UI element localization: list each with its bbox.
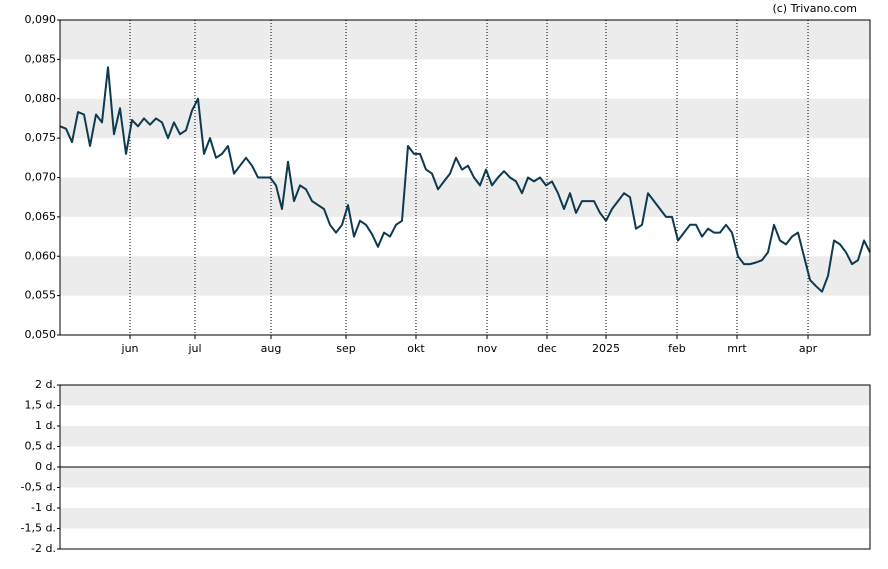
y-tick-label: 1 d.	[35, 419, 56, 432]
grid-band	[60, 20, 870, 60]
grid-band	[60, 426, 870, 447]
y-tick-label: 0,050	[25, 328, 57, 341]
credit: (c) Trivano.com	[772, 2, 857, 15]
x-tick-label: okt	[407, 342, 425, 355]
y-tick-label: 0,080	[25, 92, 57, 105]
x-tick-label: nov	[477, 342, 498, 355]
y-tick-label: 0,070	[25, 171, 57, 184]
y-tick-label: 0 d.	[35, 460, 56, 473]
x-tick-label: jun	[121, 342, 139, 355]
plot-frame	[59, 384, 871, 550]
y-tick-label: 0,5 d.	[25, 440, 56, 453]
plot-frame	[59, 19, 871, 336]
y-tick-label: -0,5 d.	[21, 481, 56, 494]
y-tick-label: 0,055	[25, 289, 57, 302]
x-tick-label: apr	[799, 342, 818, 355]
y-tick-label: 0,065	[25, 210, 57, 223]
y-tick-label: -1,5 d.	[21, 522, 56, 535]
y-tick-label: 1,5 d.	[25, 399, 56, 412]
x-tick-label: feb	[668, 342, 686, 355]
grid-band	[60, 508, 870, 529]
x-tick-label: 2025	[592, 342, 620, 355]
x-tick-label: jul	[187, 342, 201, 355]
y-tick-label: -1 d.	[31, 501, 56, 514]
grid-band	[60, 256, 870, 296]
grid-band	[60, 467, 870, 488]
x-tick-label: mrt	[727, 342, 747, 355]
price-line	[59, 66, 871, 293]
y-tick-label: 2 d.	[35, 378, 56, 391]
y-tick-label: 0,075	[25, 131, 57, 144]
y-tick-label: 0,085	[25, 52, 57, 65]
y-tick-label: 0,090	[25, 13, 57, 26]
grid-band	[60, 385, 870, 406]
x-tick-label: dec	[537, 342, 557, 355]
y-tick-label: -2 d.	[31, 542, 56, 555]
y-tick-label: 0,060	[25, 249, 57, 262]
x-tick-label: aug	[261, 342, 282, 355]
x-tick-label: sep	[336, 342, 355, 355]
grid-band	[60, 177, 870, 217]
